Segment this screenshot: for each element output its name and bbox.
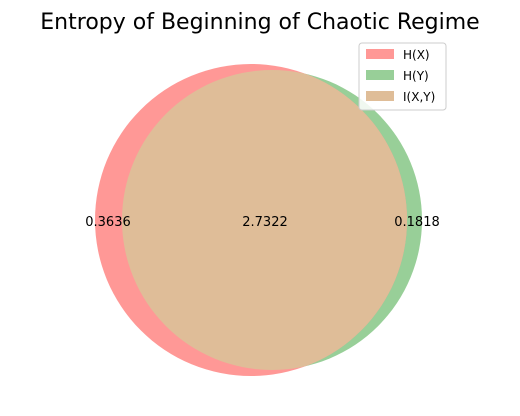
legend-label-hx: H(X) <box>403 48 430 62</box>
legend-swatch-ixy <box>366 91 394 101</box>
venn-intersection <box>122 70 407 370</box>
chart-title: Entropy of Beginning of Chaotic Regime <box>40 10 479 35</box>
legend-label-ixy: I(X,Y) <box>403 90 435 104</box>
legend-swatch-hx <box>366 49 394 59</box>
region-label-intersection: 2.7322 <box>242 215 288 230</box>
region-label-x-only: 0.3636 <box>85 215 131 230</box>
legend-label-hy: H(Y) <box>403 69 429 83</box>
region-label-y-only: 0.1818 <box>394 215 440 230</box>
legend-swatch-hy <box>366 70 394 80</box>
legend: H(X) H(Y) I(X,Y) <box>358 42 447 111</box>
